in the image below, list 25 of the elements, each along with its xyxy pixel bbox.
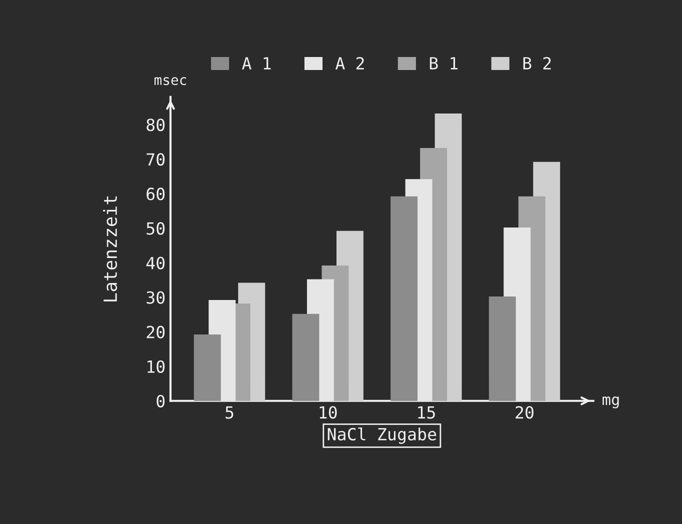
y-axis-title: Latenzzeit: [103, 196, 118, 302]
y-tick-label: 60: [146, 188, 165, 200]
y-tick-label: 70: [146, 153, 165, 166]
bar: [488, 296, 516, 401]
x-tick-label: 15: [418, 406, 435, 419]
y-tick-label: 30: [146, 291, 165, 304]
legend-label: B 2: [523, 56, 551, 70]
y-tick-label: 20: [146, 326, 165, 338]
x-axis-title: NaCl Zugabe: [328, 427, 436, 444]
y-tick-label: 50: [146, 222, 165, 235]
bar: [194, 334, 221, 401]
x-tick-label: 5: [226, 406, 234, 419]
y-tick-label: 10: [148, 360, 165, 373]
y-tick-label: 80: [146, 118, 165, 132]
x-tick-label: 20: [516, 406, 534, 419]
text: msec: [154, 77, 186, 86]
text: mg: [602, 396, 619, 408]
y-tick-label: 40: [146, 256, 165, 270]
legend-label: A 2: [335, 56, 364, 70]
legend-label: A 1: [242, 57, 271, 70]
bar: [390, 196, 418, 401]
bar: [292, 314, 320, 401]
legend-label: B 1: [430, 57, 458, 70]
y-tick-label: 0: [156, 394, 165, 408]
x-tick-label: 10: [320, 406, 337, 419]
